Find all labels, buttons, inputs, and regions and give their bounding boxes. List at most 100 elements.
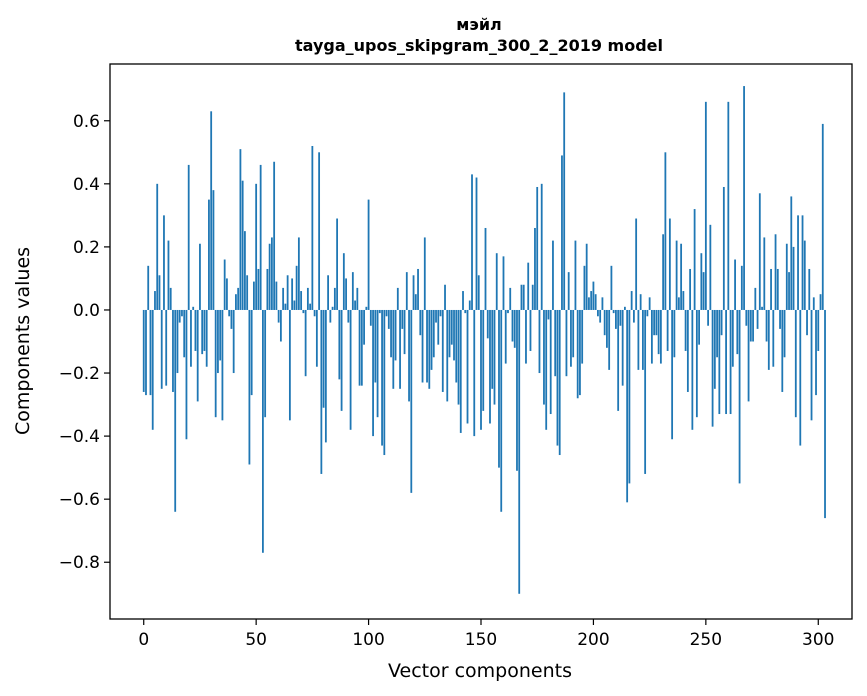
y-tick-label: 0.0 (73, 301, 100, 321)
bar-202 (597, 309, 599, 317)
bar-291 (797, 215, 799, 310)
y-tick-label: −0.6 (59, 490, 100, 510)
bar-219 (635, 218, 638, 310)
bar-1 (145, 309, 147, 396)
bar-2 (147, 265, 150, 310)
bar-40 (232, 309, 235, 374)
bar-102 (372, 309, 374, 437)
bar-285 (783, 309, 786, 358)
bar-75 (311, 145, 314, 310)
bar-147 (473, 309, 476, 437)
bar-112 (394, 309, 397, 361)
bar-167 (518, 309, 521, 594)
bar-222 (641, 309, 644, 370)
bar-197 (585, 243, 588, 310)
bar-260 (727, 101, 730, 310)
bar-287 (788, 272, 790, 310)
bar-8 (160, 309, 163, 389)
bar-52 (259, 164, 262, 310)
bar-279 (770, 268, 772, 310)
bar-280 (772, 309, 775, 367)
bar-153 (486, 309, 489, 339)
bar-146 (471, 174, 473, 310)
bar-119 (410, 309, 413, 493)
bar-187 (563, 92, 566, 310)
bar-164 (511, 309, 514, 342)
bar-94 (354, 300, 356, 310)
bar-281 (774, 234, 777, 310)
bar-91 (347, 309, 350, 323)
bar-173 (531, 284, 534, 310)
bar-99 (365, 306, 368, 310)
bar-276 (763, 237, 766, 310)
bar-77 (315, 309, 318, 367)
bar-196 (583, 265, 586, 310)
bar-79 (320, 309, 323, 474)
bar-103 (374, 309, 377, 383)
bar-201 (594, 294, 597, 310)
bar-275 (761, 306, 763, 310)
bar-248 (700, 253, 703, 310)
bar-159 (500, 309, 503, 512)
bar-41 (235, 294, 237, 310)
bar-180 (547, 309, 550, 320)
bar-123 (419, 309, 422, 336)
bar-101 (369, 309, 372, 326)
bar-203 (599, 309, 602, 323)
bar-63 (284, 303, 287, 310)
bar-142 (462, 291, 464, 310)
bar-225 (648, 297, 651, 310)
bar-92 (349, 309, 352, 430)
bar-129 (432, 309, 435, 358)
bar-117 (405, 272, 408, 310)
bar-85 (333, 287, 336, 310)
bar-244 (691, 309, 694, 430)
bar-109 (387, 309, 390, 329)
bar-165 (513, 309, 516, 348)
bar-62 (282, 287, 285, 310)
y-tick-label: −0.8 (59, 553, 100, 573)
bar-166 (516, 309, 518, 471)
bar-218 (633, 309, 635, 323)
bar-50 (255, 183, 258, 310)
bar-229 (657, 309, 660, 355)
bar-277 (765, 309, 768, 342)
bar-32 (214, 309, 217, 418)
x-tick-label: 50 (245, 630, 267, 650)
bar-286 (785, 243, 788, 310)
bar-177 (540, 183, 543, 310)
y-tick-label: −0.2 (59, 364, 100, 384)
bar-93 (351, 272, 354, 310)
bar-25 (199, 243, 201, 310)
bar-105 (378, 309, 381, 314)
bar-96 (358, 309, 361, 386)
bar-19 (185, 309, 188, 440)
bar-5 (154, 291, 156, 310)
bar-161 (504, 309, 507, 364)
bar-211 (617, 309, 620, 411)
bar-290 (794, 309, 797, 418)
bar-292 (799, 309, 802, 446)
bar-193 (576, 309, 579, 399)
bar-70 (300, 291, 303, 310)
bar-87 (338, 309, 341, 380)
bar-205 (603, 309, 606, 336)
bar-73 (306, 287, 309, 310)
bar-65 (288, 309, 291, 421)
bar-144 (466, 309, 469, 424)
bar-111 (392, 309, 395, 389)
bar-236 (673, 309, 676, 358)
bar-188 (565, 309, 568, 377)
bar-155 (491, 309, 494, 389)
bar-301 (819, 294, 822, 310)
bar-42 (237, 287, 240, 310)
bar-116 (403, 309, 406, 355)
bar-160 (502, 256, 505, 310)
bar-298 (812, 297, 815, 310)
bar-90 (345, 278, 347, 310)
bar-64 (286, 275, 289, 310)
bar-130 (435, 309, 437, 323)
bar-114 (399, 309, 401, 389)
bar-115 (401, 309, 404, 329)
bar-51 (257, 268, 260, 310)
